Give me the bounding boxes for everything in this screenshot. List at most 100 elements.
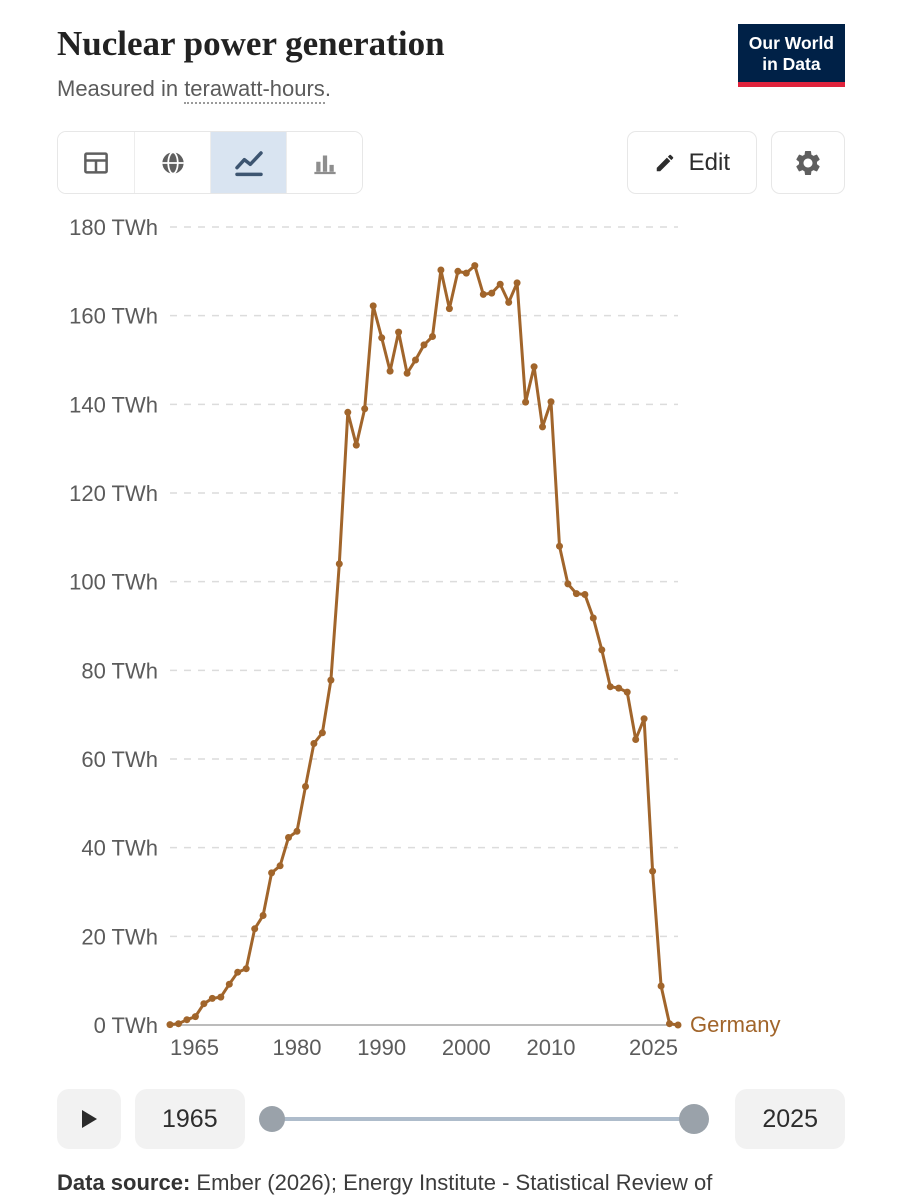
subtitle-prefix: Measured in [57,76,185,101]
slider-handle-end[interactable] [679,1104,710,1134]
data-point [598,646,606,654]
data-point [259,912,267,919]
data-point [454,267,462,275]
data-point [369,302,377,310]
settings-button[interactable] [771,131,845,194]
data-point [437,266,445,274]
line-chart: 0 TWh 20 TWh 40 TWh 60 TWh 80 TWh 100 TWh 120 … [69,215,780,1060]
data-point [615,684,623,692]
data-point [200,1000,208,1008]
end-year-box[interactable]: 2025 [735,1089,845,1149]
data-source-text: Ember (2026); Energy Institute - Statist… [190,1170,713,1195]
data-point [293,827,301,835]
line-chart-icon [234,150,263,176]
y-tick-label: 0 TWh [94,1013,158,1038]
data-point [649,867,657,875]
y-tick-label: 140 TWh [69,392,158,417]
x-tick-label: 1965 [170,1035,219,1060]
table-icon [84,151,108,174]
data-point [505,298,513,306]
data-point [225,980,233,988]
data-point [606,683,614,691]
data-point [191,1013,199,1021]
timeline-slider[interactable] [258,1089,710,1149]
data-point [378,334,386,342]
data-point [623,688,631,696]
data-point [335,560,343,568]
x-tick-label: 1990 [357,1035,406,1060]
data-point [674,1021,682,1029]
data-point [572,590,580,598]
data-point [657,982,665,990]
bar-chart-view-button[interactable] [286,132,362,193]
data-point [234,968,242,976]
data-point [666,1020,673,1028]
slider-track[interactable] [270,1117,698,1121]
data-point [530,363,538,371]
play-icon [82,1110,97,1128]
data-point [361,405,369,413]
data-point [462,269,470,277]
subtitle-period: . [324,76,331,101]
data-source-label: Data source: [57,1170,191,1195]
data-point [547,398,555,406]
data-point [522,398,530,406]
chart-header: Nuclear power generation Measured in ter… [57,24,845,104]
x-tick-label: 2025 [629,1035,678,1060]
data-source-line: Data source: Ember (2026); Energy Instit… [57,1170,867,1196]
table-view-button[interactable] [58,132,134,193]
entity-label[interactable]: Germany [690,1012,780,1037]
subtitle-term[interactable]: terawatt-hours [184,76,325,104]
data-point [318,729,326,737]
owid-logo[interactable]: Our World in Data [737,24,845,87]
view-switcher [57,131,363,194]
pencil-icon [656,154,673,171]
data-point [589,614,597,622]
data-point [183,1016,191,1024]
line-chart-view-button[interactable] [210,132,286,193]
data-point [412,356,419,364]
data-point [429,333,436,340]
owid-logo-line1: Our World [748,33,834,53]
x-tick-label: 2010 [527,1035,576,1060]
data-point [556,542,563,550]
play-button[interactable] [57,1089,121,1149]
y-tick-label: 40 TWh [81,836,158,861]
data-point [166,1021,174,1029]
globe-icon [161,151,184,174]
timeline-controls: 1965 2025 [57,1089,845,1149]
page-title: Nuclear power generation [57,24,445,63]
data-point [564,580,572,588]
data-point [479,290,487,298]
data-point [581,591,589,598]
toolbar-right: Edit [626,131,845,194]
bar-chart-icon [313,155,336,174]
data-point [208,994,216,1002]
x-tick-label: 2000 [442,1035,491,1060]
data-point [175,1020,182,1028]
slider-handle-start[interactable] [258,1106,285,1132]
y-tick-label: 160 TWh [69,304,158,329]
data-point [403,369,411,377]
y-tick-label: 60 TWh [81,747,158,772]
series-line-germany[interactable] [168,264,680,1027]
chart-subtitle: Measured in terawatt-hours. [57,76,445,104]
data-point [251,925,259,933]
data-point [539,423,546,431]
data-point [327,676,335,684]
chart-toolbar: Edit [57,131,845,194]
data-point [310,740,318,747]
data-point [420,341,428,349]
y-tick-label: 20 TWh [81,924,158,949]
edit-button[interactable]: Edit [626,131,757,194]
data-point [386,367,394,375]
data-point [242,965,250,973]
start-year-box[interactable]: 1965 [135,1089,245,1149]
owid-logo-line2: in Data [762,54,821,74]
y-tick-label: 120 TWh [69,481,158,506]
data-point [445,305,453,313]
map-view-button[interactable] [134,132,210,193]
data-point [471,262,479,270]
data-point [268,869,276,877]
